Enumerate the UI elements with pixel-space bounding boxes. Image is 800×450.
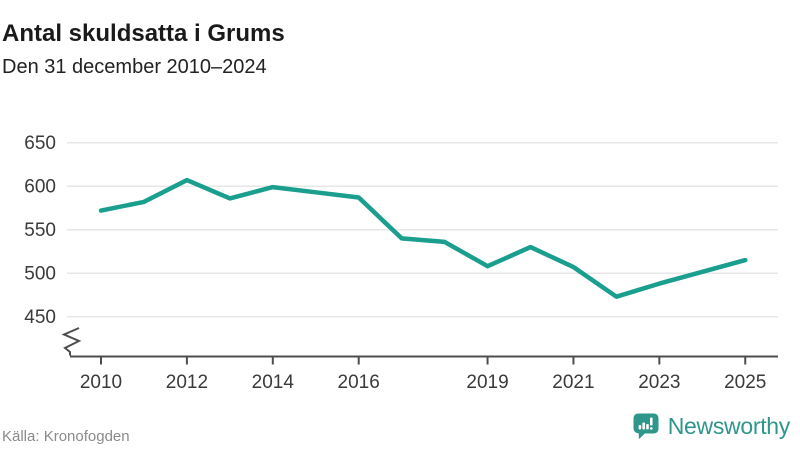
chart-footer: Källa: Kronofogden Newsworthy xyxy=(0,410,800,450)
data-line xyxy=(98,177,748,299)
x-tick-label: 2014 xyxy=(252,372,295,393)
y-tick-label: 500 xyxy=(24,264,56,285)
chart-title: Antal skuldsatta i Grums xyxy=(2,20,285,48)
y-tick-label: 450 xyxy=(24,307,56,328)
line-chart: 450 500 550 600 650 2010 2012 2014 2016 2019 2021 2… xyxy=(24,133,778,393)
axis-break-icon xyxy=(61,327,82,356)
source-label: Källa: Kronofogden xyxy=(2,428,130,445)
x-tick-label: 2012 xyxy=(166,372,208,393)
y-tick-label: 550 xyxy=(24,220,56,241)
newsworthy-logo[interactable]: Newsworthy xyxy=(632,412,790,440)
x-tick-label: 2025 xyxy=(724,372,766,393)
x-tick-label: 2023 xyxy=(638,372,680,393)
x-tick-label: 2019 xyxy=(466,372,508,393)
newsworthy-icon xyxy=(633,413,659,440)
y-tick-label: 600 xyxy=(24,177,56,198)
y-tick-label: 650 xyxy=(24,133,56,154)
newsworthy-wordmark: Newsworthy xyxy=(667,412,791,439)
x-tick-label: 2021 xyxy=(552,372,594,393)
chart-subtitle: Den 31 december 2010–2024 xyxy=(2,56,267,78)
x-tick-label: 2010 xyxy=(80,372,122,393)
x-tick-label: 2016 xyxy=(338,372,380,393)
